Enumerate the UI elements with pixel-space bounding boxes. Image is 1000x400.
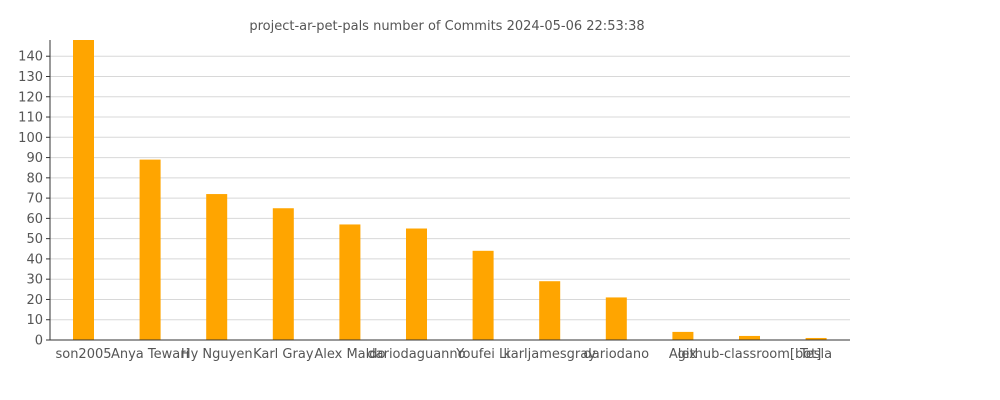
y-tick-label: 50	[26, 232, 43, 247]
bar	[206, 194, 228, 340]
x-tick-label: dariodano	[584, 347, 650, 362]
y-tick-label: 70	[26, 192, 43, 207]
bar	[406, 228, 427, 340]
x-tick-label: Hy Nguyen	[181, 347, 253, 362]
y-tick-label: 20	[26, 293, 43, 308]
x-tick-label: son2005	[55, 347, 111, 362]
y-tick-label: 30	[26, 273, 43, 288]
y-tick-label: 0	[35, 334, 43, 349]
y-tick-label: 10	[26, 313, 43, 328]
y-tick-label: 100	[18, 131, 43, 146]
chart-title: project-ar-pet-pals number of Commits 20…	[249, 19, 644, 34]
bar	[139, 159, 161, 340]
axes	[49, 40, 850, 341]
y-tick-labels: 0 10 20 30 40 50 60 70 80 90 100 110 120 130 140	[18, 50, 50, 349]
bar	[73, 40, 94, 340]
y-tick-label: 40	[26, 252, 43, 267]
x-tick-label: Youfei Li	[455, 347, 510, 362]
y-tick-label: 130	[18, 70, 43, 85]
y-tick-label: 120	[18, 90, 43, 105]
y-tick-label: 80	[26, 171, 43, 186]
x-tick-label: Alex Maldo	[314, 347, 385, 362]
gridlines	[50, 55, 850, 321]
y-tick-label: 140	[18, 50, 43, 65]
bar	[672, 331, 694, 340]
bar	[805, 337, 827, 340]
x-tick-label: Anya Tewari	[111, 347, 189, 362]
x-tick-label: Alex	[669, 347, 697, 362]
bar	[339, 224, 361, 340]
x-tick-label: dariodaguanno	[367, 347, 465, 362]
x-tick-label: Tesla	[799, 347, 832, 362]
x-tick-label: github-classroom[bot]	[678, 347, 822, 362]
bar	[739, 335, 760, 340]
x-tick-label: Karl Gray	[253, 347, 314, 362]
bars	[73, 40, 827, 340]
y-tick-label: 60	[26, 212, 43, 227]
bar	[472, 250, 494, 340]
x-tick-label: karljamesgray	[503, 347, 596, 362]
y-tick-label: 90	[26, 151, 43, 166]
bar	[272, 208, 294, 340]
bar	[605, 297, 627, 340]
bar	[539, 281, 561, 340]
y-tick-label: 110	[18, 111, 43, 126]
